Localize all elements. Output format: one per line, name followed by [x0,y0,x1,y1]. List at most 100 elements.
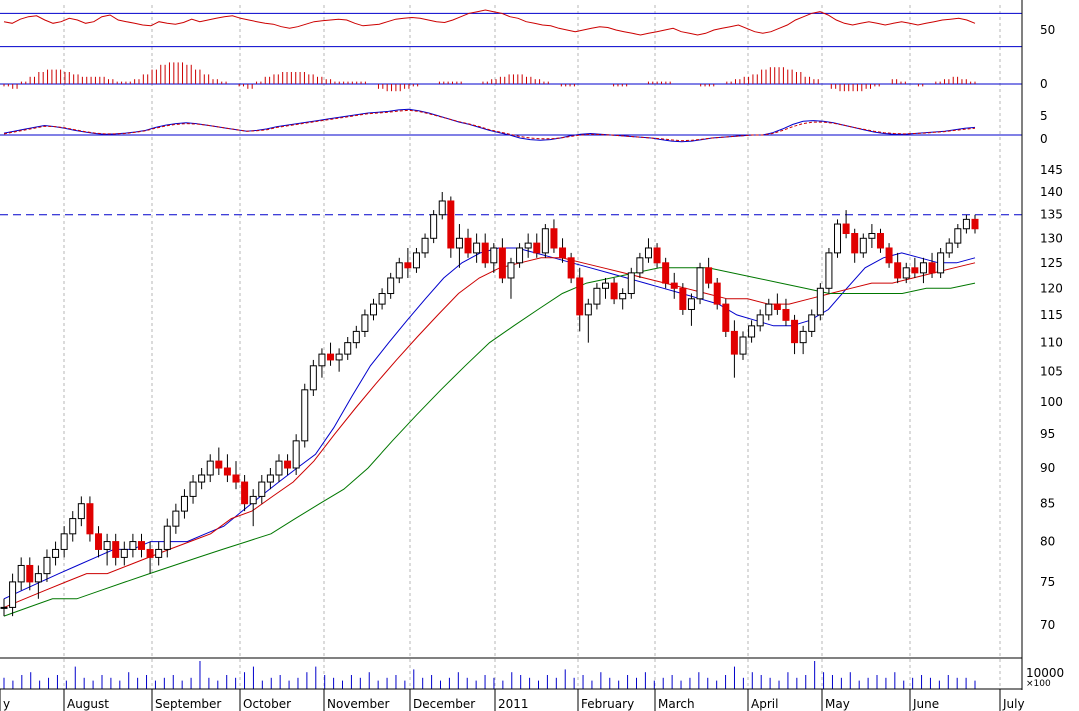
candle-body [644,247,652,259]
candle-body [258,481,266,497]
ma-red-line [3,257,976,608]
candle-body [782,308,790,321]
price-tick-label: 125 [1040,256,1063,270]
candle-body [189,481,197,497]
candle-body [421,237,429,254]
candle-body [163,525,171,550]
month-label: y [3,697,10,711]
candle-body [69,518,77,535]
candle-body [292,440,300,469]
price-tick-label: 70 [1040,618,1055,632]
month-label: March [658,697,695,711]
candle-body [241,481,249,505]
candle-body [223,467,231,476]
macd-signal-line [3,109,976,142]
macd-panel: 50 [0,108,1048,146]
candle-body [919,262,927,274]
candle-body [395,262,403,279]
candle-body [816,287,824,316]
candle-body [756,314,764,327]
candle-body [765,303,773,316]
candle-body [971,218,979,230]
candle-body [361,314,369,332]
volume-panel: 10000×100 [3,661,1064,689]
candle-body [627,272,635,295]
candle-body [662,262,670,284]
candle-body [172,510,180,527]
candle-body [636,257,644,274]
candle-body [447,200,455,249]
volume-tick-label: 10000 [1026,666,1064,680]
month-label: 2011 [498,697,529,711]
candle-body [859,237,867,254]
candle-body [696,267,704,300]
candle-body [387,277,395,295]
candle-body [911,267,919,274]
candle-body [584,303,592,316]
candle-body [937,252,945,274]
candle-body [129,541,137,550]
candle-body [378,293,386,305]
price-tick-label: 85 [1040,497,1055,511]
month-label: February [581,697,634,711]
candle-body [567,257,575,279]
candle-body [593,287,601,305]
candle-body [851,233,859,254]
price-tick-label: 135 [1040,208,1063,222]
candle-body [215,460,223,469]
candle-body [533,242,541,254]
macd-line [3,108,976,143]
price-tick-label: 120 [1040,281,1063,295]
candle-body [198,474,206,483]
candle-body [559,247,567,259]
candle-body [26,564,34,583]
candle-body [318,353,326,367]
candle-body [885,247,893,264]
candle-body [730,330,738,355]
price-tick-label: 75 [1040,575,1055,589]
candle-body [713,282,721,305]
candle-body [894,262,902,279]
hist-tick-label: 0 [1040,77,1048,91]
price-tick-label: 95 [1040,427,1055,441]
candle-body [576,277,584,316]
candle-body [206,460,214,476]
rsi-tick-label: 50 [1040,23,1055,37]
candle-body [610,282,618,300]
price-panel: 145 140 135 130 125 120 115 110 105 100 95 90 85 80 75… [0,163,1063,659]
candle-body [146,548,154,558]
price-tick-label: 100 [1040,395,1063,409]
candle-body [120,548,128,558]
candle-body [34,573,42,583]
candle-body [327,353,335,361]
price-tick-label: 130 [1040,231,1063,245]
candle-body [842,223,850,235]
candle-body [95,533,103,550]
price-tick-label: 90 [1040,461,1055,475]
candle-body [275,460,283,476]
candle-body [430,214,438,239]
candle-body [945,242,953,254]
rsi-panel: 50 [0,9,1055,48]
candle-body [249,495,257,505]
candle-body [481,242,489,264]
price-tick-label: 145 [1040,163,1063,177]
candle-body [232,474,240,483]
candle-body [670,282,678,289]
candle-body [834,223,842,254]
candle-body [868,233,876,239]
candle-body [103,541,111,550]
candle-body [541,228,549,254]
candle-body [455,237,463,249]
candle-body [524,242,532,249]
candle-body [773,303,781,310]
candle-body [748,325,756,338]
candle-body [412,252,420,269]
candle-body [507,262,515,279]
candle-body [516,247,524,264]
month-label: September [155,697,221,711]
candle-body [876,233,884,249]
candle-body [602,282,610,289]
candle-body [550,228,558,249]
